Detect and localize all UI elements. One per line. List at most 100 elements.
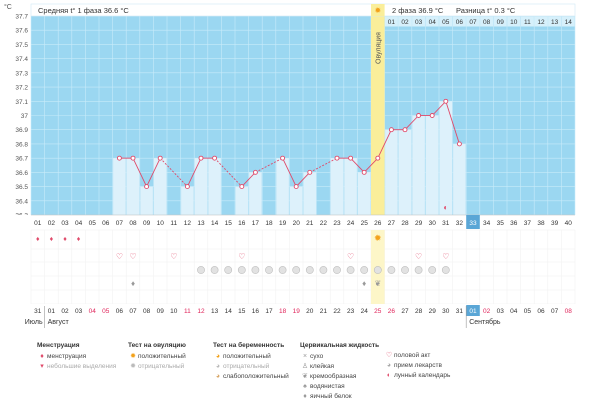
cycle-day-label: 35	[497, 220, 505, 227]
watery-icon: ♠	[303, 383, 307, 390]
temperature-bar	[181, 186, 194, 215]
pregnancy-positive-icon: ◕	[215, 353, 221, 360]
legend-title: Цервикальная жидкость	[300, 342, 380, 349]
data-point	[361, 169, 367, 175]
phase2-day-cell	[384, 16, 398, 27]
ovulation-test-icon: ✹	[374, 233, 382, 243]
cycle-day-label: 17	[252, 220, 260, 227]
temperature-bar	[289, 186, 303, 215]
calendar-date-label: 05	[524, 308, 532, 315]
legend-item: ◕ отрицательный	[213, 362, 289, 372]
cycle-day-label: 37	[524, 220, 532, 227]
cervical-icon: ❦	[374, 279, 381, 288]
phase2-day-label: 01	[388, 19, 396, 26]
series-segment	[146, 157, 161, 187]
cycle-day-label: 12	[184, 220, 192, 227]
cycle-day-label: 40	[565, 220, 573, 227]
data-point	[212, 155, 218, 161]
calendar-date-label: 02	[483, 308, 491, 315]
cycle-day-label: 29	[415, 220, 423, 227]
stats-bar	[30, 3, 576, 17]
heart-icon: ♡	[442, 252, 449, 261]
pill-icon	[401, 266, 409, 274]
heart-icon: ♡	[415, 252, 422, 261]
data-point	[307, 169, 313, 175]
cycle-day-label: 32	[456, 220, 464, 227]
legend-item: ♠ водянистая	[300, 382, 379, 392]
series-segment	[214, 157, 243, 187]
pill-icon	[251, 266, 260, 274]
temperature-bar	[235, 186, 249, 215]
calendar-date-label: 05	[102, 308, 110, 315]
month-label: Сентябрь	[469, 318, 501, 326]
calendar-date-label: 27	[401, 308, 409, 315]
ovulation-header-cell	[371, 4, 385, 16]
pill-icon	[197, 266, 205, 274]
menstruation-icon: ♦	[77, 236, 81, 243]
pill-icon	[292, 266, 301, 274]
data-point	[388, 127, 394, 133]
series-segment	[241, 172, 256, 187]
phase2-day-label: 09	[497, 19, 505, 26]
data-point	[402, 127, 408, 133]
calendar-date-label: 03	[497, 308, 505, 315]
pregnancy-weak-icon: ◕	[215, 373, 221, 380]
month-label: Июль	[25, 319, 43, 326]
drop-icon: ♦	[40, 353, 44, 360]
calendar-date-label: 24	[361, 308, 369, 315]
pill-icon	[319, 266, 328, 274]
data-point	[252, 169, 258, 175]
cycle-day-label: 06	[102, 220, 110, 227]
temperature-bar	[208, 158, 221, 215]
cycle-day-label: 28	[401, 220, 409, 227]
calendar-date-label: 31	[456, 308, 464, 315]
calendar-date-label: 17	[265, 308, 273, 315]
phase2-day-cell	[534, 16, 548, 27]
series-segment	[132, 157, 148, 187]
pill-icon	[265, 266, 273, 274]
temperature-bar	[385, 129, 398, 215]
phase2-day-label: 14	[565, 19, 573, 26]
cycle-day-label: 30	[429, 220, 437, 227]
legend-title: Менструация	[37, 342, 80, 349]
calendar-date-label: 08	[143, 308, 151, 315]
temperature-bar	[425, 115, 439, 215]
legend-item: ◕ положительный	[213, 352, 289, 362]
menstruation-icon: ♦	[36, 236, 40, 243]
data-point	[184, 184, 190, 190]
sun-icon: ✹	[374, 6, 381, 15]
cycle-day-label: 22	[320, 220, 328, 227]
phase2-day-label: 10	[510, 19, 518, 26]
temperature-bar	[126, 158, 140, 215]
pill-icon	[414, 266, 423, 274]
month-label: Август	[48, 319, 70, 326]
temperature-bar	[140, 186, 153, 215]
series-segment	[445, 101, 460, 145]
data-point	[456, 141, 462, 147]
series-segment	[350, 157, 365, 173]
sun-icon: ✹	[130, 353, 136, 360]
menstruation-icon: ♦	[50, 236, 54, 243]
cycle-day-label: 02	[48, 220, 56, 227]
sticky-icon: ♙	[301, 363, 309, 370]
heart-icon: ♡	[170, 252, 177, 261]
calendar-date-label: 31	[34, 308, 42, 315]
moon-icon: ◐	[443, 203, 448, 212]
data-point	[116, 155, 122, 161]
calendar-date-label: 16	[252, 308, 260, 315]
data-point	[293, 184, 299, 190]
legend-item: ◕ прием лекарств	[384, 361, 450, 371]
y-tick-label: 37.2	[15, 85, 28, 92]
calendar-date-label: 19	[293, 308, 301, 315]
y-tick-label: 37.7	[15, 14, 28, 21]
legend-item: ♦ менструация	[37, 352, 116, 362]
calendar-date-label: 18	[279, 308, 287, 315]
current-date-cell	[466, 305, 480, 316]
cycle-day-label: 39	[551, 220, 559, 227]
phase2-day-cell	[493, 16, 507, 27]
pill-icon	[278, 266, 287, 274]
cycle-day-label: 09	[143, 220, 151, 227]
legend-item: ✹ отрицательный	[128, 362, 186, 372]
series-segment	[309, 157, 338, 173]
legend-pregnancy-test: Тест на беременность ◕ положительный ◕ отр…	[213, 342, 289, 382]
